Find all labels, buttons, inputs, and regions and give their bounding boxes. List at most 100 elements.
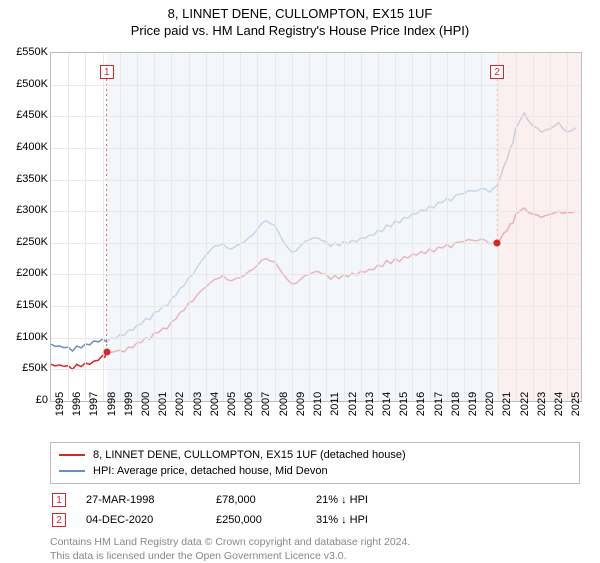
y-tick-label: £450K [4,109,48,121]
legend-row: 8, LINNET DENE, CULLOMPTON, EX15 1UF (de… [59,447,571,463]
grid-line-v [206,53,207,401]
x-tick-label: 2002 [174,392,186,416]
x-tick-label: 2011 [329,392,341,416]
sale-marker-dot [494,239,501,246]
y-tick-label: £550K [4,46,48,58]
legend-label: HPI: Average price, detached house, Mid … [93,465,328,477]
grid-line-v [395,53,396,401]
x-tick-label: 1995 [54,392,66,416]
y-tick-label: £200K [4,267,48,279]
title-sub: Price paid vs. HM Land Registry's House … [0,23,600,38]
sales-num: 1 [52,493,66,507]
legend-and-footer: 8, LINNET DENE, CULLOMPTON, EX15 1UF (de… [50,442,580,563]
chart-container: 8, LINNET DENE, CULLOMPTON, EX15 1UF Pri… [0,0,600,560]
sales-price: £250,000 [216,514,316,526]
legend-swatch [59,454,85,456]
grid-line-v [567,53,568,401]
shaded-band [497,53,581,401]
x-tick-label: 2013 [364,392,376,416]
sales-date: 04-DEC-2020 [86,514,216,526]
x-tick-label: 2020 [484,392,496,416]
y-tick-label: £350K [4,173,48,185]
grid-line-v [189,53,190,401]
title-main: 8, LINNET DENE, CULLOMPTON, EX15 1UF [0,6,600,21]
y-tick-label: £400K [4,141,48,153]
y-tick-label: £500K [4,78,48,90]
grid-line-v [154,53,155,401]
x-tick-label: 2023 [536,392,548,416]
sales-row: 1 27-MAR-1998£78,00021% ↓ HPI [50,490,580,510]
plot-area: 12 [50,52,582,402]
legend-box: 8, LINNET DENE, CULLOMPTON, EX15 1UF (de… [50,442,580,484]
grid-line-v [516,53,517,401]
grid-line-h [51,306,581,307]
sale-marker-box: 2 [490,65,504,79]
x-tick-label: 2014 [381,392,393,416]
x-tick-label: 2003 [192,392,204,416]
y-tick-label: £150K [4,299,48,311]
grid-line-v [550,53,551,401]
grid-line-v [171,53,172,401]
x-tick-label: 2017 [433,392,445,416]
legend-label: 8, LINNET DENE, CULLOMPTON, EX15 1UF (de… [93,449,406,461]
legend-row: HPI: Average price, detached house, Mid … [59,463,571,479]
grid-line-h [51,243,581,244]
x-tick-label: 2022 [519,392,531,416]
grid-line-v [240,53,241,401]
x-tick-label: 2006 [243,392,255,416]
grid-line-h [51,338,581,339]
grid-line-v [137,53,138,401]
sales-pct: 31% ↓ HPI [316,514,436,526]
grid-line-v [412,53,413,401]
grid-line-v [275,53,276,401]
grid-line-v [344,53,345,401]
x-tick-label: 1996 [71,392,83,416]
grid-line-h [51,85,581,86]
x-tick-label: 2016 [415,392,427,416]
x-tick-label: 1997 [88,392,100,416]
grid-line-v [481,53,482,401]
sales-price: £78,000 [216,494,316,506]
grid-line-v [223,53,224,401]
sales-row: 204-DEC-2020£250,00031% ↓ HPI [50,510,580,530]
x-tick-label: 2019 [467,392,479,416]
grid-line-v [292,53,293,401]
attribution: Contains HM Land Registry data © Crown c… [50,536,580,563]
x-tick-label: 2005 [226,392,238,416]
x-tick-label: 2012 [347,392,359,416]
grid-line-v [361,53,362,401]
grid-line-v [309,53,310,401]
sale-marker-dot [103,348,110,355]
x-tick-label: 1999 [123,392,135,416]
sales-pct: 21% ↓ HPI [316,494,436,506]
sales-table: 1 27-MAR-1998£78,00021% ↓ HPI 204-DEC-2020… [50,490,580,530]
grid-line-v [378,53,379,401]
x-tick-label: 2000 [140,392,152,416]
grid-line-v [447,53,448,401]
attribution-line1: Contains HM Land Registry data © Crown c… [50,536,580,550]
x-tick-label: 2007 [260,392,272,416]
grid-line-v [68,53,69,401]
grid-line-v [464,53,465,401]
grid-line-v [120,53,121,401]
x-tick-label: 1998 [106,392,118,416]
x-tick-label: 2008 [278,392,290,416]
sales-date: 27-MAR-1998 [86,494,216,506]
shaded-band [107,53,497,401]
grid-line-h [51,274,581,275]
grid-line-h [51,180,581,181]
attribution-line2: This data is licensed under the Open Gov… [50,550,580,563]
grid-line-h [51,148,581,149]
x-tick-label: 2025 [570,392,582,416]
x-tick-label: 2004 [209,392,221,416]
x-tick-label: 2021 [501,392,513,416]
y-tick-label: £100K [4,331,48,343]
y-tick-label: £250K [4,236,48,248]
grid-line-v [533,53,534,401]
grid-line-v [257,53,258,401]
legend-swatch [59,470,85,472]
grid-line-v [498,53,499,401]
x-tick-label: 2024 [553,392,565,416]
y-tick-label: £0 [4,394,48,406]
x-tick-label: 2001 [157,392,169,416]
